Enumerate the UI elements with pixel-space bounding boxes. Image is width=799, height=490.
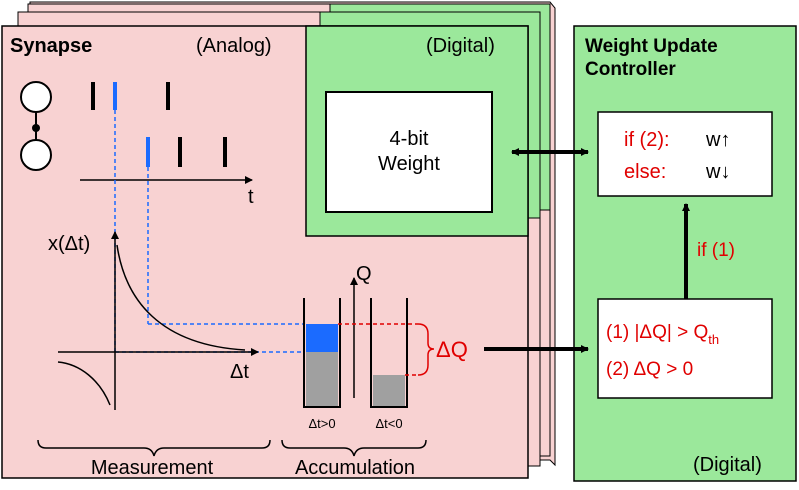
rule-else-action: w↓ [705, 161, 730, 183]
post-spike-train [146, 137, 227, 167]
accumulation-label: Accumulation [295, 457, 415, 479]
weight-box [325, 91, 493, 213]
cap-pos-label: Δt>0 [308, 416, 335, 431]
weight-label-line2: Weight [378, 153, 440, 175]
neuron-pair-icon [20, 81, 52, 171]
synapse-analog-label: (Analog) [196, 35, 272, 57]
measurement-label: Measurement [91, 457, 214, 479]
capacitor-positive [303, 298, 341, 408]
synapse-title: Synapse [10, 35, 92, 57]
update-rule-box [597, 111, 773, 197]
stdp-positive-curve [116, 244, 246, 351]
delta-t-axis-label: Δt [230, 361, 249, 383]
capacitor-negative [370, 298, 408, 408]
measurement-brace [37, 439, 271, 457]
controller-title-line2: Controller [585, 59, 676, 80]
condition-box [597, 298, 773, 399]
pre-spike-train [91, 82, 170, 110]
condition-2: (2) ΔQ > 0 [606, 359, 693, 380]
weight-label-line1: 4-bit [390, 128, 429, 150]
condition-1: (1) |ΔQ| > Qth [606, 322, 719, 347]
controller-title-line1: Weight Update [585, 36, 718, 57]
rule-else-prefix: else: [624, 161, 666, 183]
q-axis-label: Q [356, 263, 372, 285]
rule-if-action: w↑ [705, 129, 730, 151]
delta-q-bracket [338, 323, 435, 376]
accumulation-brace [281, 439, 427, 457]
rule-if-prefix: if (2): [624, 129, 670, 151]
time-axis-label: t [248, 186, 254, 208]
if1-label: if (1) [697, 240, 735, 261]
stdp-negative-curve [57, 361, 111, 406]
synapse-digital-label: (Digital) [426, 35, 495, 57]
delta-q-label: ΔQ [436, 337, 468, 362]
cap-neg-label: Δt<0 [375, 416, 402, 431]
x-axis-label: x(Δt) [48, 233, 90, 255]
controller-digital-label: (Digital) [693, 454, 762, 476]
